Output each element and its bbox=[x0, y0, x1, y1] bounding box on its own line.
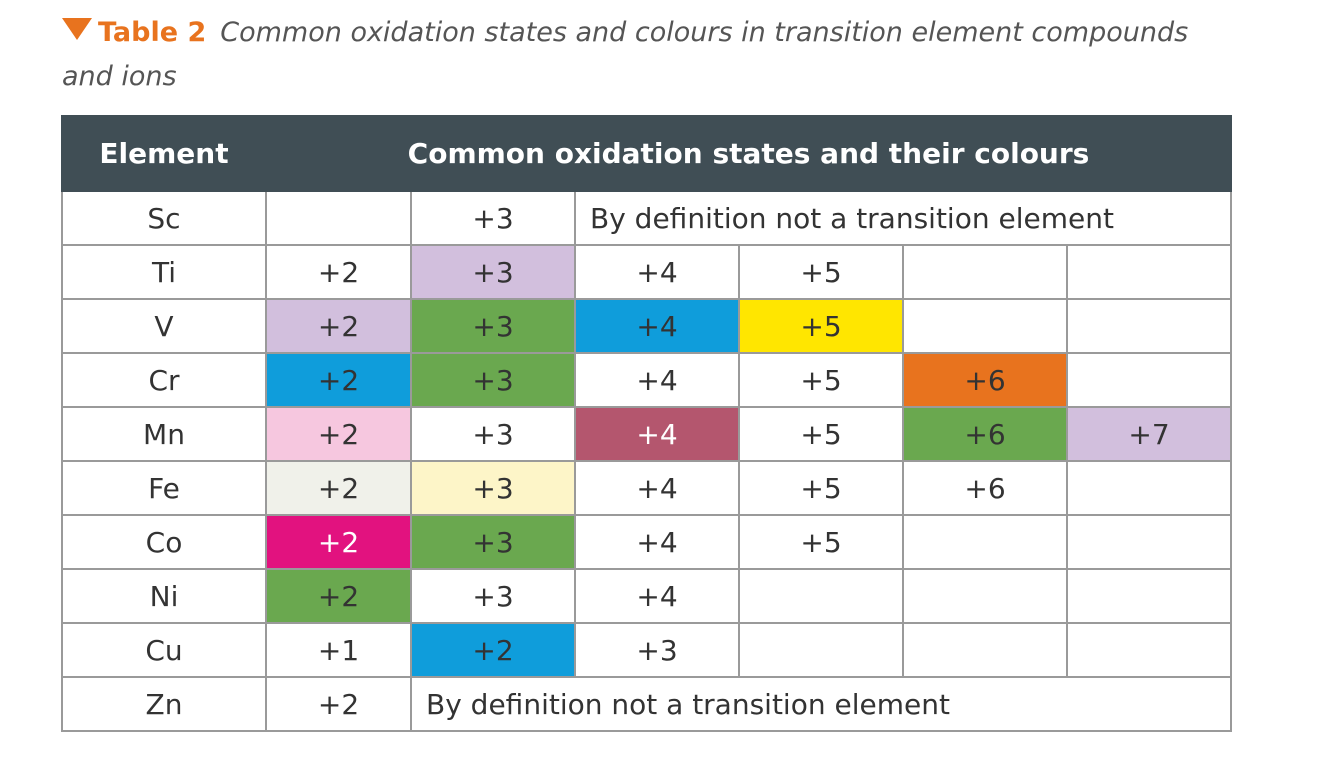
oxidation-state-cell: +2 bbox=[265, 460, 412, 516]
element-symbol-cell: V bbox=[61, 298, 267, 354]
oxidation-state-cell: +5 bbox=[738, 244, 904, 300]
element-symbol-cell: Mn bbox=[61, 406, 267, 462]
table-row: Ti +2 +3 +4 +5 bbox=[61, 244, 1232, 300]
oxidation-state-cell: +3 bbox=[410, 190, 576, 246]
element-symbol-cell: Zn bbox=[61, 676, 267, 732]
oxidation-state-cell: +5 bbox=[738, 460, 904, 516]
element-symbol-cell: Ti bbox=[61, 244, 267, 300]
oxidation-state-cell: +4 bbox=[574, 406, 740, 462]
oxidation-state-cell: +6 bbox=[902, 352, 1068, 408]
oxidation-state-cell bbox=[1066, 622, 1232, 678]
oxidation-state-cell: +2 bbox=[265, 298, 412, 354]
oxidation-state-cell bbox=[265, 190, 412, 246]
table-caption: Table 2 Common oxidation states and colou… bbox=[62, 10, 1242, 98]
table-row: Co +2 +3 +4 +5 bbox=[61, 514, 1232, 570]
oxidation-state-cell bbox=[902, 622, 1068, 678]
element-symbol-cell: Sc bbox=[61, 190, 267, 246]
oxidation-state-cell bbox=[902, 244, 1068, 300]
oxidation-state-cell: +5 bbox=[738, 352, 904, 408]
oxidation-state-cell: +3 bbox=[410, 298, 576, 354]
table-row: Fe +2 +3 +4 +5 +6 bbox=[61, 460, 1232, 516]
caption-label: Table 2 bbox=[98, 17, 207, 48]
note-cell: By definition not a transition element bbox=[410, 676, 1232, 732]
element-symbol-cell: Cr bbox=[61, 352, 267, 408]
oxidation-state-cell: +2 bbox=[265, 676, 412, 732]
oxidation-state-cell: +2 bbox=[265, 514, 412, 570]
table-row: Sc +3 By definition not a transition eleme… bbox=[61, 190, 1232, 246]
oxidation-state-cell bbox=[738, 568, 904, 624]
oxidation-state-cell: +4 bbox=[574, 514, 740, 570]
table-body: Sc +3 By definition not a transition eleme… bbox=[61, 190, 1232, 732]
oxidation-state-cell bbox=[902, 568, 1068, 624]
oxidation-state-cell bbox=[1066, 244, 1232, 300]
oxidation-state-cell: +4 bbox=[574, 352, 740, 408]
oxidation-state-cell: +5 bbox=[738, 406, 904, 462]
oxidation-state-cell bbox=[738, 622, 904, 678]
oxidation-state-cell: +3 bbox=[410, 244, 576, 300]
oxidation-state-cell: +2 bbox=[265, 406, 412, 462]
table-row: Zn +2 By definition not a transition eleme… bbox=[61, 676, 1232, 732]
caption-title: Common oxidation states and colours in t… bbox=[62, 17, 1189, 92]
oxidation-state-cell bbox=[902, 298, 1068, 354]
oxidation-state-cell bbox=[1066, 514, 1232, 570]
oxidation-state-cell: +6 bbox=[902, 460, 1068, 516]
table-header-row: Element Common oxidation states and thei… bbox=[61, 115, 1232, 192]
oxidation-state-cell: +3 bbox=[574, 622, 740, 678]
oxidation-state-cell: +2 bbox=[265, 244, 412, 300]
oxidation-state-cell: +5 bbox=[738, 514, 904, 570]
table-row: Mn +2 +3 +4 +5 +6 +7 bbox=[61, 406, 1232, 462]
table-row: Cu +1 +2 +3 bbox=[61, 622, 1232, 678]
table-row: V +2 +3 +4 +5 bbox=[61, 298, 1232, 354]
header-oxidation-states: Common oxidation states and their colour… bbox=[265, 115, 1232, 192]
oxidation-state-cell: +2 bbox=[410, 622, 576, 678]
element-symbol-cell: Co bbox=[61, 514, 267, 570]
oxidation-state-cell: +1 bbox=[265, 622, 412, 678]
oxidation-state-cell: +4 bbox=[574, 460, 740, 516]
note-cell: By definition not a transition element bbox=[574, 190, 1232, 246]
oxidation-state-cell: +5 bbox=[738, 298, 904, 354]
oxidation-state-cell bbox=[1066, 460, 1232, 516]
oxidation-state-cell: +6 bbox=[902, 406, 1068, 462]
oxidation-state-cell: +4 bbox=[574, 298, 740, 354]
oxidation-state-cell bbox=[1066, 298, 1232, 354]
header-element: Element bbox=[61, 115, 267, 192]
oxidation-state-cell: +4 bbox=[574, 244, 740, 300]
element-symbol-cell: Fe bbox=[61, 460, 267, 516]
oxidation-state-cell: +3 bbox=[410, 568, 576, 624]
table-row: Ni +2 +3 +4 bbox=[61, 568, 1232, 624]
oxidation-state-cell: +3 bbox=[410, 352, 576, 408]
element-symbol-cell: Ni bbox=[61, 568, 267, 624]
oxidation-state-cell: +3 bbox=[410, 460, 576, 516]
oxidation-state-cell: +3 bbox=[410, 514, 576, 570]
oxidation-state-cell: +2 bbox=[265, 568, 412, 624]
table-row: Cr +2 +3 +4 +5 +6 bbox=[61, 352, 1232, 408]
oxidation-state-cell bbox=[1066, 568, 1232, 624]
oxidation-states-table: Element Common oxidation states and thei… bbox=[61, 115, 1232, 732]
oxidation-state-cell bbox=[902, 514, 1068, 570]
oxidation-state-cell bbox=[1066, 352, 1232, 408]
element-symbol-cell: Cu bbox=[61, 622, 267, 678]
oxidation-state-cell: +2 bbox=[265, 352, 412, 408]
oxidation-state-cell: +7 bbox=[1066, 406, 1232, 462]
oxidation-state-cell: +3 bbox=[410, 406, 576, 462]
oxidation-state-cell: +4 bbox=[574, 568, 740, 624]
triangle-down-icon bbox=[62, 18, 92, 40]
